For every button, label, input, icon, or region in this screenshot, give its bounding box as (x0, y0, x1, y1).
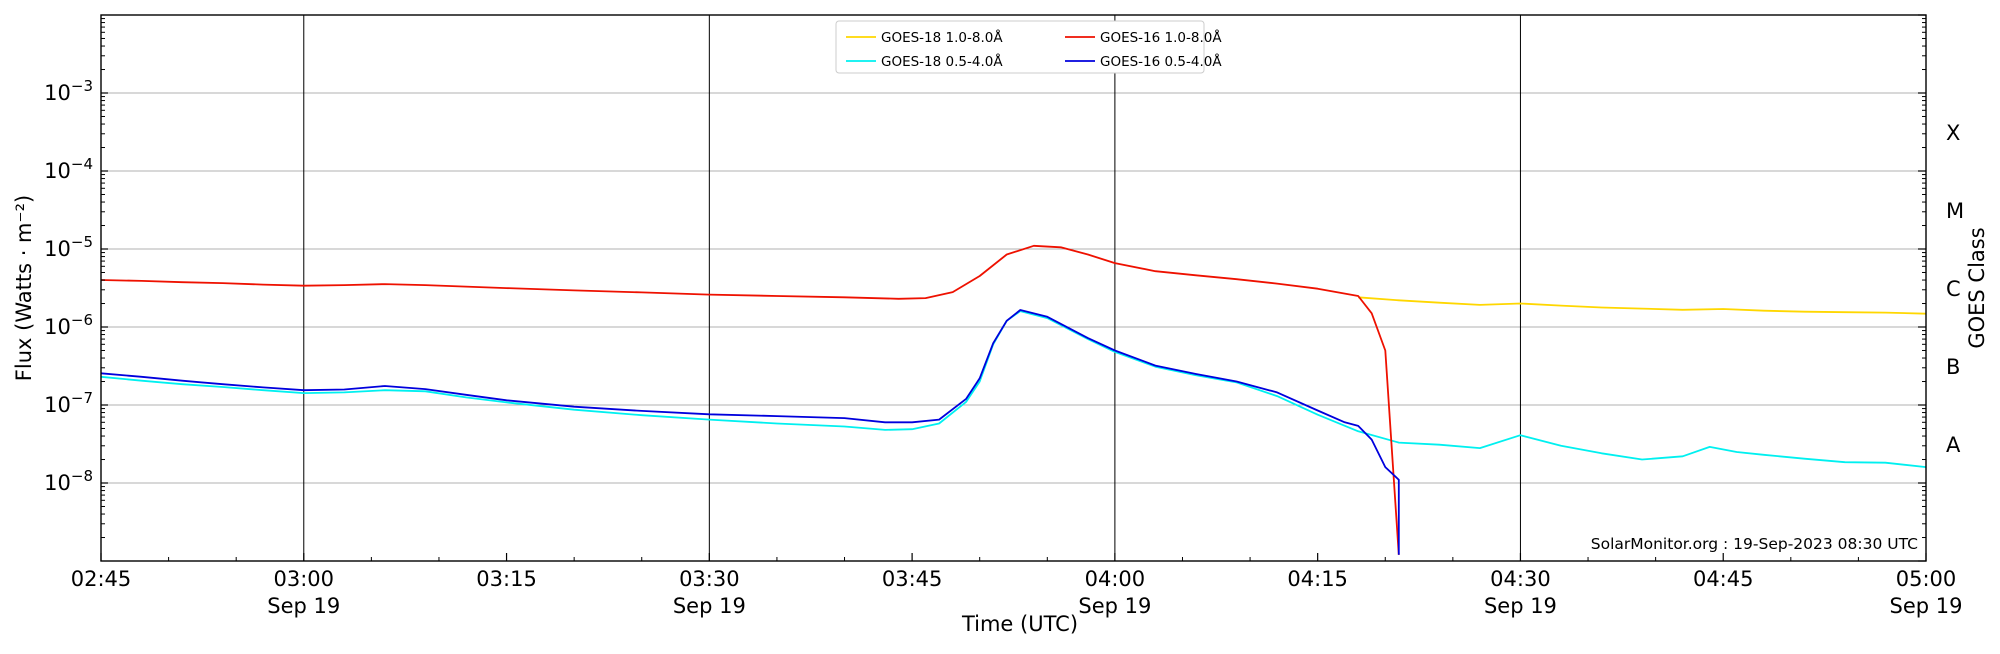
goes-class-label: C (1946, 277, 1961, 301)
x-tick-label: 03:00 (274, 567, 335, 591)
legend-box (835, 20, 1205, 74)
goes-class-label: B (1946, 355, 1960, 379)
x-tick-date-label: Sep 19 (1484, 594, 1557, 618)
legend: GOES-18 1.0-8.0Å GOES-16 1.0-8.0Å GOES-18 … (835, 20, 1222, 74)
vertical-grid (303, 15, 1521, 561)
watermark-text: SolarMonitor.org : 19-Sep-2023 08:30 UTC (1591, 535, 1918, 553)
series-line-goes-16-0-5-4-0- (100, 309, 1400, 555)
goes-class-labels: A B C M X (1946, 121, 1964, 457)
plot-frame (100, 14, 1927, 562)
goes-class-label: A (1946, 433, 1961, 457)
x-tick-label: 03:15 (476, 567, 537, 591)
x-tick-label: 04:15 (1287, 567, 1348, 591)
x-tick-label: 04:30 (1490, 567, 1551, 591)
horizontal-grid (101, 92, 1926, 484)
x-axis-ticks: 02:45 03:00 Sep 19 03:15 03:30 Sep 19 03:45 04:… (71, 553, 1963, 618)
series-layer (100, 244, 1927, 555)
x-tick-label: 04:00 (1085, 567, 1146, 591)
legend-label: GOES-16 0.5-4.0Å (1100, 53, 1222, 70)
x-tick-date-label: Sep 19 (1078, 594, 1151, 618)
x-tick-label: 02:45 (71, 567, 132, 591)
right-axis-title: GOES Class (1965, 227, 1989, 348)
x-tick-label: 03:30 (679, 567, 740, 591)
goes-class-label: X (1946, 121, 1960, 145)
x-tick-label: 04:45 (1693, 567, 1754, 591)
series-line-goes-16-1-0-8-0- (100, 244, 1400, 555)
y-tick-label: 10−5 (44, 233, 93, 261)
legend-label: GOES-16 1.0-8.0Å (1100, 29, 1222, 46)
x-tick-label: 05:00 (1896, 567, 1957, 591)
y-axis-ticks: 10−8 10−7 10−6 10−5 10−4 10−3 (44, 18, 108, 539)
legend-label: GOES-18 0.5-4.0Å (881, 53, 1003, 70)
x-tick-date-label: Sep 19 (1890, 594, 1963, 618)
x-axis-title: Time (UTC) (961, 612, 1078, 636)
y-tick-label: 10−7 (44, 389, 93, 417)
series-line-goes-18-0-5-4-0- (100, 310, 1927, 468)
legend-label: GOES-18 1.0-8.0Å (881, 29, 1003, 46)
x-tick-label: 03:45 (882, 567, 943, 591)
y-axis-title: Flux (Watts · m⁻²) (12, 195, 36, 381)
y-tick-label: 10−4 (44, 155, 93, 183)
y-tick-label: 10−8 (44, 467, 93, 495)
x-tick-date-label: Sep 19 (673, 594, 746, 618)
x-tick-date-label: Sep 19 (267, 594, 340, 618)
goes-class-label: M (1946, 199, 1964, 223)
y-tick-label: 10−6 (44, 311, 93, 339)
y-tick-label: 10−3 (44, 77, 93, 105)
right-axis-ticks (1918, 14, 1926, 562)
series-line-goes-18-1-0-8-0- (1358, 296, 1927, 315)
